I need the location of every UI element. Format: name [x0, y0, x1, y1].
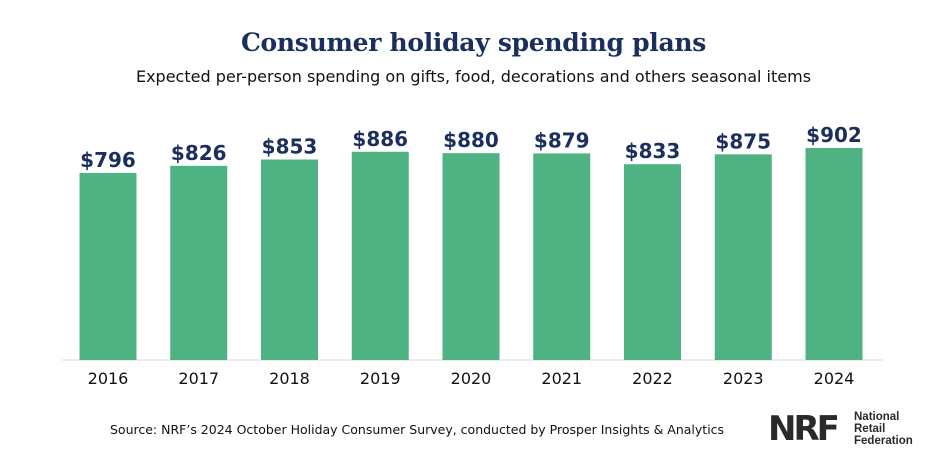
- x-tick-2016: 2016: [88, 369, 129, 388]
- x-tick-2022: 2022: [632, 369, 673, 388]
- x-tick-2021: 2021: [541, 369, 582, 388]
- value-label-2016: $796: [80, 148, 136, 172]
- value-label-2022: $833: [625, 139, 681, 163]
- x-tick-2017: 2017: [178, 369, 219, 388]
- x-tick-2020: 2020: [451, 369, 492, 388]
- value-label-2024: $902: [806, 123, 862, 147]
- value-label-2021: $879: [534, 128, 590, 152]
- chart-title: Consumer holiday spending plans: [240, 28, 707, 57]
- bar-2022: [624, 164, 681, 360]
- nrf-logo-mark: NRF: [768, 409, 840, 449]
- logo-line-retail: Retail: [854, 423, 886, 435]
- x-tick-2018: 2018: [269, 369, 310, 388]
- bar-2024: [805, 148, 863, 360]
- x-tick-2023: 2023: [723, 369, 764, 388]
- value-label-2020: $880: [443, 128, 499, 152]
- nrf-logo-text: National Retail Federation: [854, 411, 913, 447]
- value-label-2023: $875: [715, 129, 771, 153]
- bar-2021: [533, 153, 591, 360]
- bar-2017: [170, 165, 228, 360]
- bar-2020: [442, 153, 500, 360]
- x-tick-2019: 2019: [360, 369, 401, 388]
- value-label-2018: $853: [262, 135, 318, 159]
- bar-2018: [261, 159, 318, 360]
- value-label-2017: $826: [171, 141, 227, 165]
- bar-2019: [351, 151, 409, 360]
- bar-2016: [79, 172, 137, 360]
- bar-2023: [714, 154, 772, 360]
- logo-line-national: National: [854, 411, 900, 423]
- source-note: Source: NRF’s 2024 October Holiday Consu…: [110, 422, 725, 437]
- bar-chart: $796 $826 $853 $886 $880 $879 $833 $875 $902 201…: [62, 123, 883, 388]
- chart-subtitle: Expected per-person spending on gifts, f…: [135, 67, 812, 86]
- logo-line-federation: Federation: [854, 435, 913, 447]
- x-tick-2024: 2024: [814, 369, 855, 388]
- value-label-2019: $886: [352, 127, 408, 151]
